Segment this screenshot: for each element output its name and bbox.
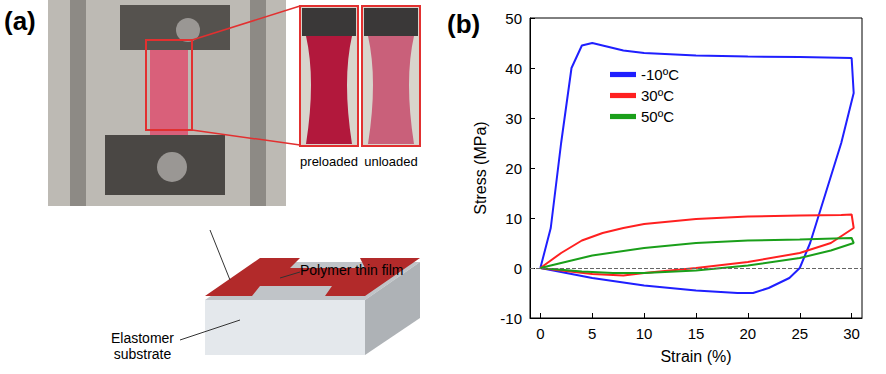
svg-text:30: 30 [505, 110, 522, 127]
svg-text:30: 30 [843, 325, 860, 342]
svg-text:5: 5 [588, 325, 596, 342]
svg-text:50ºC: 50ºC [641, 108, 674, 125]
svg-text:Stress (MPa): Stress (MPa) [472, 121, 489, 214]
html-text:unloaded: unloaded [364, 154, 418, 169]
html-text:Elastomer substrate: Elastomer substrate [111, 330, 174, 362]
html-text:(a): (a) [4, 6, 36, 36]
html-text:preloaded: preloaded [300, 154, 358, 169]
svg-text:10: 10 [505, 210, 522, 227]
svg-text:-10: -10 [500, 310, 522, 327]
svg-text:(b): (b) [447, 9, 480, 39]
svg-text:25: 25 [791, 325, 808, 342]
svg-text:0: 0 [514, 260, 522, 277]
html-text:Polymer thin film: Polymer thin film [300, 262, 404, 278]
svg-text:50: 50 [505, 10, 522, 27]
svg-text:15: 15 [688, 325, 705, 342]
svg-text:20: 20 [505, 160, 522, 177]
svg-text:20: 20 [740, 325, 757, 342]
svg-text:Strain (%): Strain (%) [660, 348, 731, 365]
svg-text:10: 10 [636, 325, 653, 342]
svg-text:30ºC: 30ºC [641, 87, 674, 104]
svg-text:-10ºC: -10ºC [641, 66, 679, 83]
svg-text:0: 0 [536, 325, 544, 342]
svg-text:40: 40 [505, 60, 522, 77]
